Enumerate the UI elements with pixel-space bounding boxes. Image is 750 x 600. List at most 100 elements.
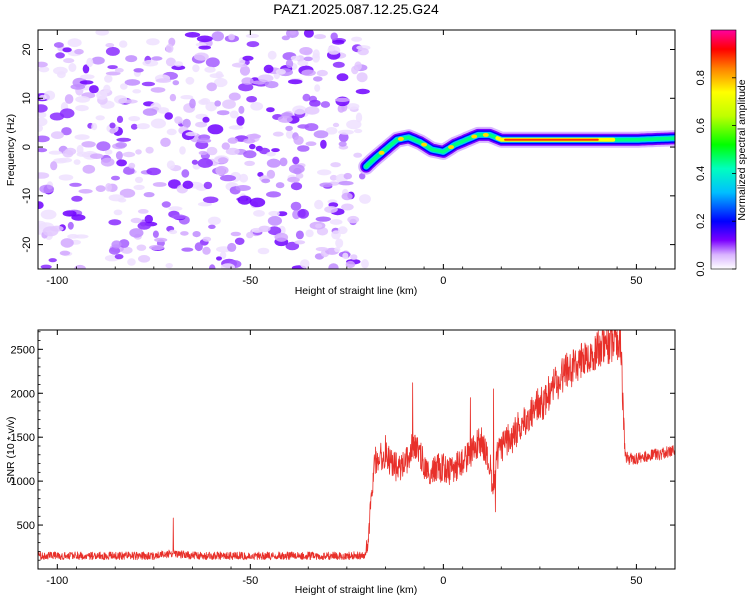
noise-blob: [274, 232, 289, 242]
noise-blob: [105, 46, 120, 56]
chart-title: PAZ1.2025.087.12.25.G24: [273, 1, 439, 17]
spectrogram-frame: [37, 29, 676, 270]
noise-blob: [290, 201, 302, 211]
noise-blob: [221, 142, 230, 150]
noise-blob: [197, 202, 212, 207]
noise-blob: [354, 61, 362, 71]
noise-blob: [53, 42, 64, 48]
noise-blob: [244, 160, 256, 166]
noise-blob: [53, 158, 68, 164]
snr-ticks: -100 -50 0 50 500 1000 1500 2000 2500: [11, 330, 675, 587]
noise-blob: [109, 128, 116, 134]
noise-blob: [79, 80, 94, 85]
noise-blob: [95, 115, 105, 121]
noise-blob: [266, 107, 275, 113]
noise-blob: [71, 214, 86, 221]
noise-blob: [150, 87, 166, 93]
noise-blob: [302, 93, 311, 102]
noise-blob: [334, 97, 350, 102]
noise-blob: [184, 32, 201, 38]
noise-blob: [355, 112, 363, 123]
noise-blob: [203, 181, 213, 190]
noise-blob: [245, 33, 259, 39]
noise-blob: [58, 174, 74, 181]
noise-blob: [50, 131, 64, 140]
noise-blob: [133, 184, 145, 190]
noise-blob: [315, 247, 329, 252]
noise-blob: [292, 156, 300, 165]
noise-blob: [179, 146, 186, 155]
noise-blob: [250, 102, 264, 111]
noise-blob: [343, 172, 352, 180]
noise-blob: [335, 238, 344, 248]
x-tick-label: 50: [630, 575, 642, 587]
noise-blob: [259, 147, 270, 155]
noise-blob: [331, 230, 341, 240]
noise-blob: [312, 53, 320, 63]
noise-blob: [62, 47, 72, 53]
noise-blob: [105, 71, 121, 76]
noise-blob: [141, 81, 155, 87]
noise-blob: [105, 43, 115, 48]
noise-blob: [285, 241, 300, 251]
noise-blob: [76, 144, 84, 155]
snr-frame: [37, 329, 676, 570]
colorbar-ticks: 0.0 0.2 0.4 0.6 0.8: [695, 70, 736, 277]
noise-blob: [50, 225, 64, 232]
noise-blob: [243, 138, 256, 144]
colorbar-tick-label: 0.4: [695, 166, 707, 181]
noise-blob: [38, 148, 48, 153]
noise-blob: [356, 72, 368, 83]
noise-blob: [67, 38, 82, 48]
noise-blob: [189, 98, 196, 109]
noise-blob: [123, 166, 135, 175]
noise-blob: [353, 128, 363, 134]
noise-blob: [74, 134, 90, 140]
noise-blob: [171, 65, 186, 71]
x-tick-label: -50: [242, 275, 258, 287]
noise-blob: [119, 188, 136, 198]
noise-blob: [44, 90, 56, 101]
noise-blob: [304, 106, 320, 115]
colorbar-label: Normalized spectral amplitude: [736, 79, 748, 220]
noise-blob: [239, 173, 249, 183]
noise-blob: [289, 30, 297, 35]
noise-blob: [137, 222, 151, 230]
noise-blob: [185, 76, 195, 85]
y-tick-label: 0: [21, 144, 33, 150]
noise-blob: [246, 41, 260, 48]
noise-blob: [337, 226, 348, 235]
noise-blob: [264, 81, 279, 89]
noise-blob: [338, 129, 354, 135]
noise-blob: [276, 211, 288, 217]
noise-blob: [329, 219, 343, 225]
noise-blob: [266, 169, 276, 179]
noise-blob: [59, 250, 71, 256]
noise-blob: [216, 256, 222, 261]
noise-blob: [119, 40, 128, 48]
noise-blob: [257, 74, 274, 82]
y-tick-label: 10: [21, 92, 33, 104]
noise-blob: [107, 65, 118, 70]
noise-blob: [38, 111, 47, 118]
noise-blob: [130, 123, 138, 130]
noise-blob: [111, 240, 122, 249]
noise-blob: [39, 184, 55, 194]
noise-blob: [64, 147, 77, 155]
noise-blob: [169, 93, 177, 102]
noise-blob: [134, 176, 144, 184]
noise-blob: [211, 31, 224, 42]
noise-blob: [38, 172, 50, 179]
noise-blob: [165, 263, 173, 269]
noise-blob: [346, 119, 362, 130]
noise-blob: [160, 137, 171, 147]
noise-blob: [118, 239, 130, 248]
noise-blob: [39, 94, 47, 100]
noise-blob: [104, 149, 113, 155]
noise-blob: [305, 229, 314, 238]
noise-blob: [346, 103, 360, 110]
noise-blob: [338, 141, 347, 147]
noise-blob: [215, 71, 223, 79]
noise-blob: [361, 259, 369, 269]
